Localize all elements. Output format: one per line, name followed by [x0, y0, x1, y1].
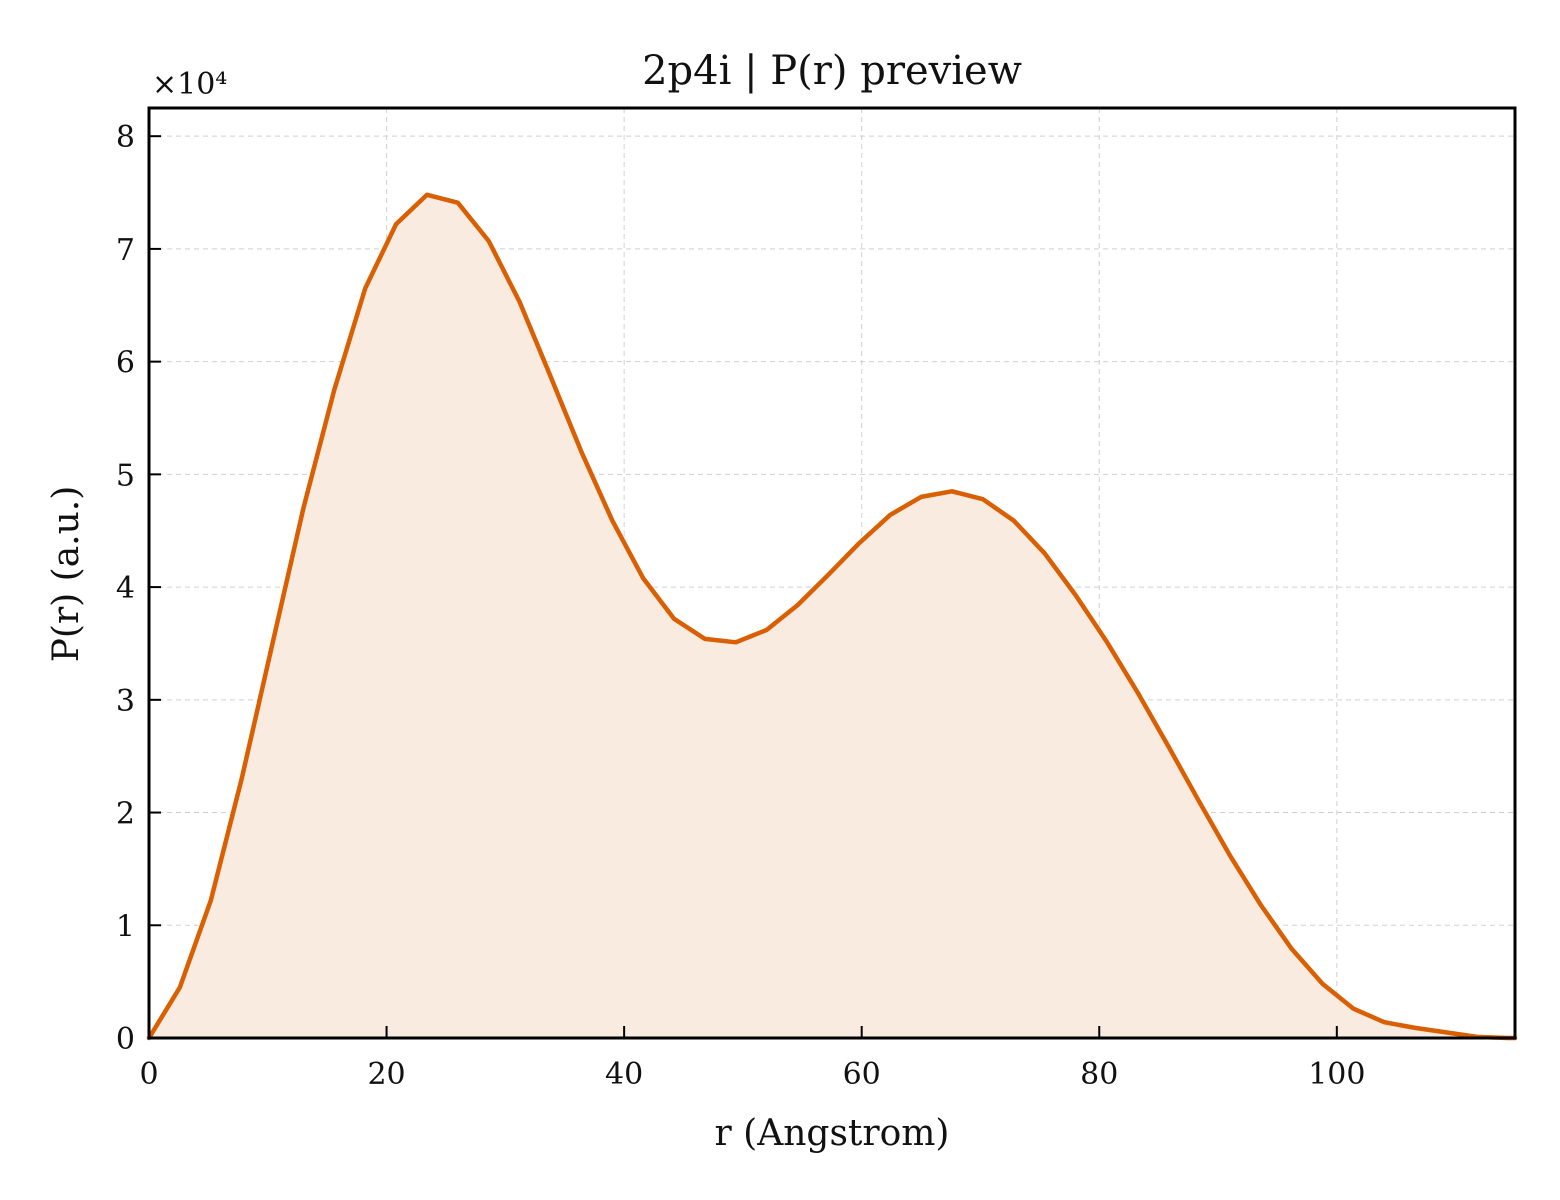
x-axis-label: r (Angstrom) [715, 1113, 950, 1154]
y-tick-label: 1 [116, 909, 135, 944]
y-tick-label: 2 [116, 797, 135, 832]
y-tick-label: 6 [116, 346, 135, 381]
x-tick-label: 40 [605, 1057, 643, 1092]
y-tick-label: 8 [116, 120, 135, 155]
x-tick-label: 0 [139, 1057, 158, 1092]
x-tick-label: 80 [1080, 1057, 1118, 1092]
x-tick-label: 60 [843, 1057, 881, 1092]
y-tick-label: 4 [116, 571, 135, 606]
x-tick-label: 100 [1308, 1057, 1365, 1092]
tick-labels: 0 20 40 60 80 100 0 1 2 3 4 5 6 7 8 [116, 120, 1366, 1092]
y-tick-label: 7 [116, 233, 135, 268]
y-tick-label: 0 [116, 1022, 135, 1057]
y-tick-label: 5 [116, 458, 135, 493]
x-tick-label: 20 [367, 1057, 405, 1092]
y-tick-label: 3 [116, 684, 135, 719]
ticks [148, 135, 1338, 1039]
series-line [146, 192, 1518, 1041]
y-axis-label: P(r) (a.u.) [46, 486, 87, 663]
area-fill [149, 194, 1515, 1039]
y-axis-multiplier: ×10⁴ [152, 67, 227, 102]
chart-title: 2p4i | P(r) preview [642, 48, 1022, 94]
plot-frame [147, 106, 1517, 1040]
